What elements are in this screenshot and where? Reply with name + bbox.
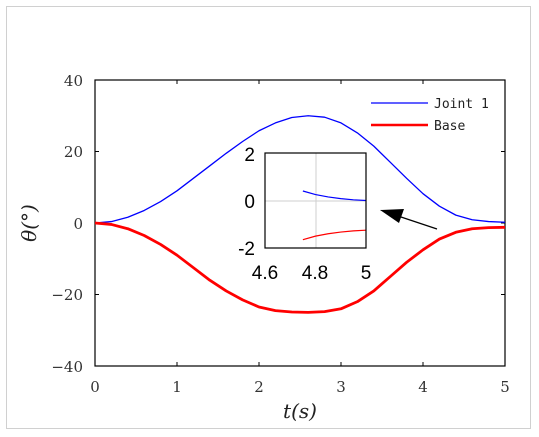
y-tick-label: 40 <box>64 72 83 90</box>
inset-y-tick-label: -2 <box>238 239 255 260</box>
arrow-head-icon <box>380 209 404 223</box>
legend: Joint 1 Base <box>371 97 489 134</box>
x-tick-label: 2 <box>254 378 264 396</box>
inset-zoom-plot: 2 0 -2 4.6 4.8 5 <box>238 145 371 284</box>
y-tick-label: 20 <box>64 143 83 161</box>
series-line-joint-1 <box>94 115 506 224</box>
inset-x-tick-label: 4.6 <box>252 263 278 284</box>
x-tick-label: 1 <box>172 378 182 396</box>
arrow-shaft <box>397 215 438 230</box>
x-tick-label: 3 <box>336 378 346 396</box>
legend-label-joint-1: Joint 1 <box>434 97 489 112</box>
series-line-base <box>94 221 506 314</box>
inset-box <box>264 152 367 249</box>
inset-x-tick-label: 4.8 <box>302 263 328 284</box>
inset-series-line-base <box>302 229 367 241</box>
inset-series-lines <box>302 190 367 241</box>
y-tick-label: −20 <box>51 286 83 304</box>
x-tick-label: 5 <box>500 378 510 396</box>
legend-label-base: Base <box>434 119 465 134</box>
x-tick-label: 4 <box>418 378 428 396</box>
inset-y-tick-label: 0 <box>244 192 255 213</box>
inset-x-tick-label: 5 <box>361 263 372 284</box>
y-tick-label: −40 <box>51 358 83 376</box>
y-tick-label: 0 <box>73 215 83 233</box>
inset-series-line-joint-1 <box>302 190 367 202</box>
x-tick-label: 0 <box>90 378 100 396</box>
y-tick-labels: 40 20 0 −20 −40 <box>51 72 83 376</box>
series-lines <box>94 115 506 314</box>
x-axis-label: t(s) <box>283 399 317 423</box>
inset-y-tick-label: 2 <box>244 145 255 166</box>
zoom-arrow <box>380 209 438 230</box>
y-axis-label: θ(°) <box>17 204 41 242</box>
x-tick-labels: 0 1 2 3 4 5 <box>90 378 510 396</box>
